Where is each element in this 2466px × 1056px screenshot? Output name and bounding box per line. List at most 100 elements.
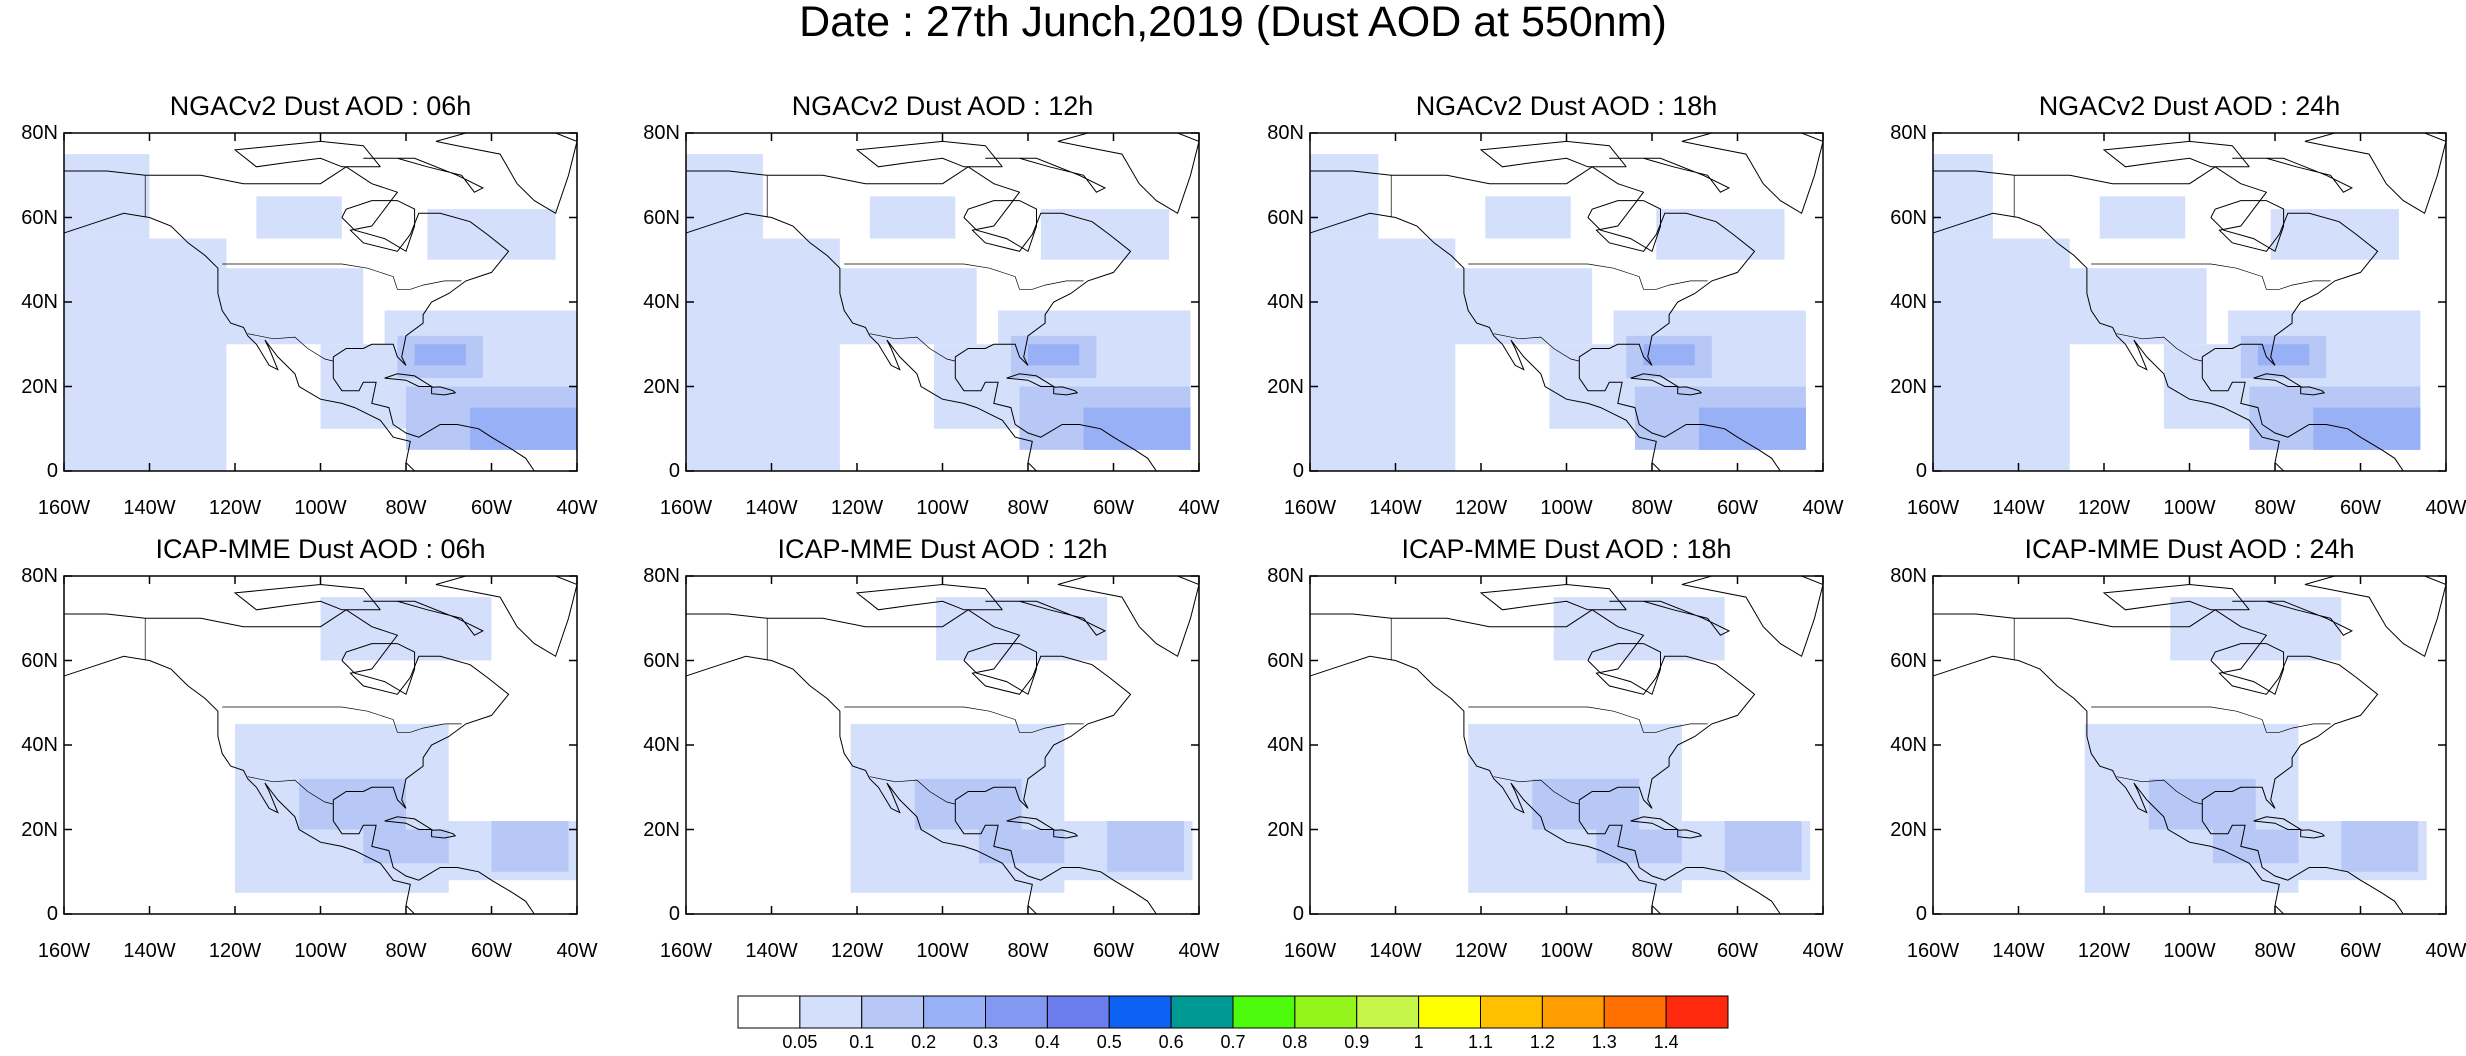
lat-tick-label: 40N (1267, 291, 1304, 313)
lon-tick-label: 100W (916, 940, 969, 962)
panel-title: NGACv2 Dust AOD : 18h (1415, 91, 1718, 121)
dust-region (427, 209, 556, 260)
dust-region (2341, 821, 2419, 872)
coastline (985, 157, 1107, 193)
lon-tick-label: 80W (1631, 940, 1673, 962)
lat-tick-label: 0 (668, 460, 680, 482)
colorbar-label: 0.5 (1096, 1032, 1122, 1052)
colorbar-box (923, 995, 986, 1029)
lat-tick-label: 20N (21, 375, 58, 398)
political-border (2116, 333, 2203, 362)
coastline (431, 829, 457, 839)
map-panel-6 (685, 575, 1200, 915)
coastline (686, 609, 1157, 914)
colorbar-label: 0.3 (972, 1032, 999, 1052)
coastline (985, 600, 1107, 636)
map-panel-1 (63, 132, 578, 472)
lon-tick-label: 160W (1283, 497, 1337, 519)
lon-tick-label: 80W (1007, 497, 1049, 519)
political-border (2091, 706, 2331, 733)
colorbar-box (1232, 995, 1296, 1029)
lat-tick-label: 60N (21, 206, 58, 229)
lat-tick-label: 80N (1267, 122, 1304, 144)
dust-region (2099, 196, 2186, 239)
lon-tick-label: 100W (2163, 940, 2216, 962)
lat-tick-label: 0 (1915, 903, 1927, 925)
panel-title: ICAP-MME Dust AOD : 12h (777, 534, 1108, 564)
lon-tick-label: 120W (830, 940, 884, 962)
coastline (2253, 816, 2303, 830)
colorbar-box (1108, 995, 1172, 1029)
lat-tick-label: 0 (46, 903, 58, 925)
lon-tick-label: 40W (2425, 497, 2466, 519)
coastline (233, 140, 381, 168)
coastline (2232, 600, 2354, 636)
colorbar-label: 0.4 (1034, 1032, 1060, 1052)
dust-region (1724, 821, 1802, 872)
lon-tick-label: 140W (123, 940, 176, 962)
colorbar-box (1603, 995, 1667, 1029)
lon-tick-label: 120W (830, 497, 884, 519)
coastline (2304, 133, 2446, 215)
lat-tick-label: 60N (1890, 649, 1927, 672)
coastline (1057, 576, 1199, 658)
coastline (2304, 576, 2446, 658)
lon-tick-label: 40W (556, 497, 598, 519)
lon-tick-label: 100W (1540, 497, 1593, 519)
lat-tick-label: 60N (1267, 649, 1304, 672)
lat-tick-label: 80N (1890, 122, 1927, 144)
lon-tick-label: 100W (2163, 497, 2216, 519)
coastline (384, 816, 434, 830)
lat-tick-label: 40N (1890, 734, 1927, 756)
lon-tick-label: 60W (2339, 940, 2382, 962)
coastline (1609, 600, 1731, 636)
dust-region (1933, 238, 2070, 471)
coastline (1310, 212, 1661, 471)
colorbar-box (861, 995, 925, 1029)
lat-tick-label: 0 (668, 903, 680, 925)
coastline (435, 133, 577, 215)
lon-tick-label: 40W (1802, 940, 1844, 962)
lon-tick-label: 80W (1007, 940, 1049, 962)
panel-title: ICAP-MME Dust AOD : 24h (2024, 534, 2355, 564)
colorbar-label: 0.8 (1282, 1032, 1308, 1052)
dust-region (686, 238, 840, 471)
lat-tick-label: 20N (21, 818, 58, 841)
dust-region (64, 154, 150, 239)
lat-tick-label: 80N (21, 565, 58, 587)
dust-region (1310, 238, 1456, 471)
lat-tick-label: 0 (46, 460, 58, 482)
lat-tick-label: 60N (1267, 206, 1304, 229)
colorbar-box (1665, 995, 1729, 1029)
dust-region (914, 778, 1022, 830)
lon-tick-label: 120W (208, 940, 262, 962)
coastline (1053, 386, 1079, 396)
coastline (2300, 386, 2326, 396)
political-border (1493, 776, 1580, 805)
lat-tick-label: 60N (643, 206, 680, 229)
colorbar-box (1294, 995, 1358, 1029)
map-panel-4 (1932, 132, 2447, 472)
colorbar-box (1170, 995, 1234, 1029)
lon-tick-label: 140W (1369, 497, 1422, 519)
lat-tick-label: 20N (1267, 818, 1304, 841)
dust-region (2270, 209, 2399, 260)
dust-region (1656, 209, 1785, 260)
lon-tick-label: 80W (385, 497, 427, 519)
lat-tick-label: 0 (1292, 460, 1304, 482)
dust-region (64, 238, 227, 471)
dust-region (414, 344, 466, 366)
lat-tick-label: 80N (643, 122, 680, 144)
dust-region (2213, 829, 2299, 864)
lon-tick-label: 140W (1992, 497, 2045, 519)
dust-region (1442, 268, 1593, 345)
political-border (222, 706, 462, 733)
lat-tick-label: 60N (643, 649, 680, 672)
political-border (1493, 333, 1580, 362)
lat-tick-label: 20N (643, 375, 680, 398)
lon-tick-label: 100W (916, 497, 969, 519)
map-panel-5 (63, 575, 578, 915)
colorbar-label: 0.7 (1220, 1032, 1246, 1052)
lon-tick-label: 80W (2254, 497, 2296, 519)
